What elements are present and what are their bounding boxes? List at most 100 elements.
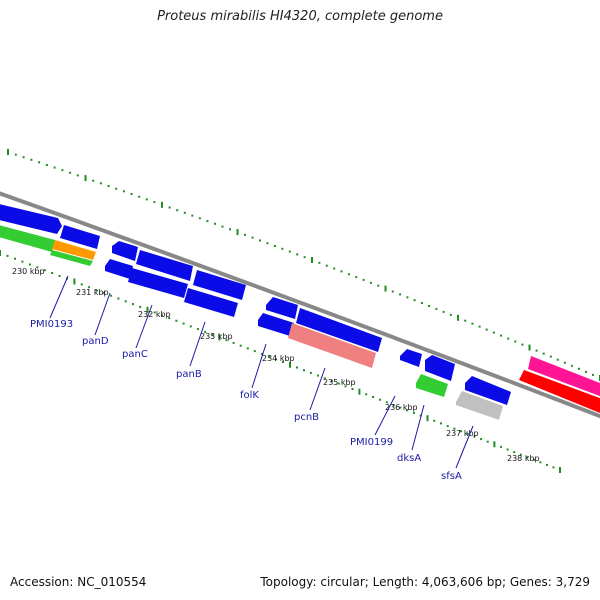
gene-labels: PMI0193 panD panC panB folK pcnB PMI0199…	[30, 319, 462, 482]
outer-tick-ring	[7, 149, 600, 381]
tick-mark	[406, 296, 409, 299]
tick-mark	[457, 314, 459, 321]
tick-mark	[500, 334, 502, 337]
gene-block[interactable]	[258, 313, 294, 336]
gene-block[interactable]	[128, 268, 188, 298]
tick-mark	[153, 201, 156, 204]
gene-block[interactable]	[266, 297, 298, 319]
tick-mark	[435, 307, 438, 310]
kbp-label: 236 kbp	[385, 403, 418, 412]
tick-mark	[130, 193, 133, 195]
tick-mark	[0, 250, 1, 256]
tick-mark	[532, 458, 535, 461]
tick-mark	[318, 261, 321, 264]
tick-mark	[340, 270, 343, 273]
tick-mark	[84, 175, 87, 182]
gene-label-dksA[interactable]: dksA	[397, 453, 421, 464]
tick-mark	[76, 174, 79, 177]
tick-mark	[36, 266, 39, 269]
tick-mark	[500, 445, 502, 448]
gene-label-PMI0193[interactable]: PMI0193	[30, 319, 73, 330]
tick-mark	[95, 289, 98, 291]
gene-label-panD[interactable]: panD	[82, 336, 109, 347]
genome-summary-text: Topology: circular; Length: 4,063,606 bp…	[260, 575, 590, 589]
tick-mark	[570, 364, 573, 367]
tick-mark	[28, 263, 31, 266]
tick-mark	[362, 278, 365, 281]
tick-mark	[117, 297, 120, 300]
gene-label-PMI0199[interactable]: PMI0199	[350, 437, 393, 448]
tick-mark	[22, 156, 25, 159]
gene-label-sfsA[interactable]: sfsA	[441, 471, 462, 482]
tick-mark	[69, 171, 72, 174]
gene-block[interactable]	[519, 370, 600, 415]
tick-mark	[420, 302, 423, 305]
gene-block[interactable]	[416, 374, 448, 397]
tick-mark	[275, 358, 277, 361]
tick-mark	[563, 361, 566, 364]
gene-block[interactable]	[425, 355, 455, 381]
tick-mark	[239, 344, 242, 347]
gene-block[interactable]	[288, 323, 376, 368]
tick-mark	[311, 257, 313, 263]
reverse-features	[0, 224, 600, 420]
tick-mark	[391, 290, 394, 293]
tick-mark	[206, 220, 209, 223]
gene-block[interactable]	[193, 270, 246, 300]
tick-mark	[132, 303, 134, 306]
gene-block[interactable]	[136, 250, 193, 281]
tick-mark	[355, 276, 358, 279]
forward-features	[0, 203, 600, 405]
gene-block[interactable]	[105, 259, 133, 279]
kbp-label: 238 kbp	[507, 454, 540, 463]
gene-block[interactable]	[0, 203, 62, 234]
gene-block[interactable]	[60, 225, 100, 249]
tick-mark	[7, 149, 9, 155]
gene-label-panB[interactable]: panB	[176, 369, 202, 380]
tick-mark	[333, 267, 336, 270]
tick-mark	[330, 380, 333, 382]
gene-block[interactable]	[0, 224, 55, 252]
tick-mark	[267, 355, 270, 358]
tick-mark	[372, 396, 375, 398]
gene-block[interactable]	[528, 356, 600, 398]
kbp-label: 230 kbp	[12, 267, 45, 276]
gene-leaders	[49, 275, 474, 469]
tick-mark	[337, 382, 340, 385]
gene-block[interactable]	[52, 240, 96, 260]
gene-block[interactable]	[400, 349, 422, 367]
gene-block[interactable]	[465, 376, 511, 405]
tick-mark	[183, 211, 186, 214]
tick-mark	[214, 222, 216, 225]
tick-mark	[225, 339, 228, 342]
tick-mark	[253, 350, 256, 353]
gene-label-panC[interactable]: panC	[122, 349, 148, 360]
tick-mark	[45, 164, 48, 166]
tick-mark	[61, 169, 64, 172]
tick-mark	[578, 367, 580, 370]
tick-mark	[585, 370, 587, 373]
kbp-label: 235 kbp	[323, 378, 356, 387]
gene-block[interactable]	[296, 308, 382, 352]
tick-mark	[296, 253, 299, 256]
tick-mark	[549, 355, 552, 358]
tick-mark	[110, 294, 113, 297]
tick-mark	[198, 217, 201, 220]
gene-block[interactable]	[184, 288, 238, 317]
gene-label-folK[interactable]: folK	[240, 390, 259, 401]
gene-label-pcnB[interactable]: pcnB	[294, 412, 319, 423]
tick-mark	[507, 337, 510, 340]
tick-mark	[14, 257, 16, 260]
tick-mark	[535, 349, 538, 352]
tick-mark	[38, 161, 41, 164]
gene-block[interactable]	[456, 391, 503, 420]
tick-mark	[161, 314, 163, 317]
kbp-label: 237 kbp	[446, 429, 479, 438]
gene-block[interactable]	[50, 250, 93, 266]
kbp-label: 232 kbp	[138, 310, 171, 319]
tick-mark	[344, 385, 347, 388]
tick-mark	[189, 325, 192, 328]
gene-block[interactable]	[112, 241, 138, 261]
tick-mark	[440, 422, 442, 425]
